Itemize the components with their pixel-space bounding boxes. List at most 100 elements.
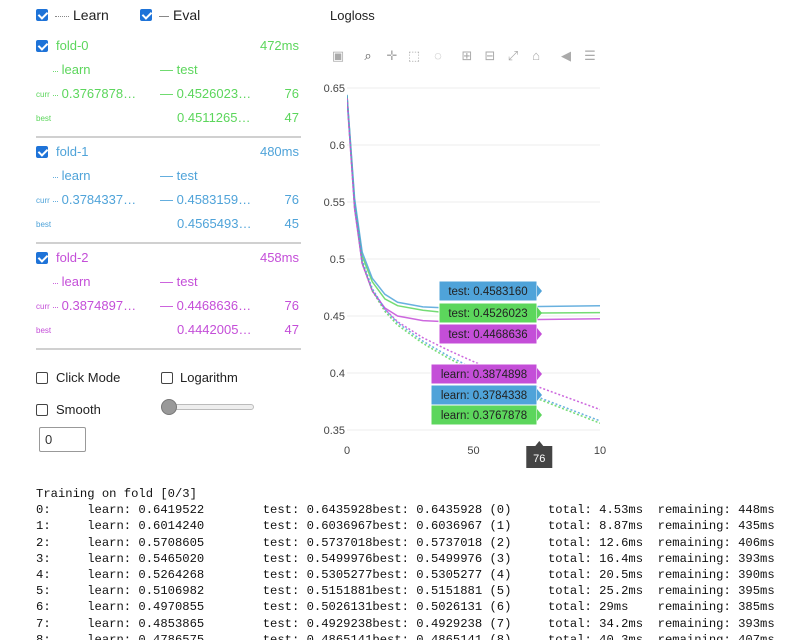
hover-label-pointer xyxy=(537,368,542,380)
home-icon[interactable]: ⌂ xyxy=(532,48,540,63)
fold-2-curr-test: — 0.4468636… xyxy=(160,298,252,313)
autoscale-icon[interactable]: ⤢ xyxy=(507,48,519,63)
fold-2-checkbox[interactable] xyxy=(36,252,48,264)
learn-column-label: learn xyxy=(61,274,91,289)
fold-1-curr-iter: 76 xyxy=(284,192,299,207)
fold-1-best-iter: 45 xyxy=(284,216,299,231)
fold-2-title: fold-2 xyxy=(56,250,89,265)
fold-2-curr-iter: 76 xyxy=(284,298,299,313)
fold-2-best-iter: 47 xyxy=(284,322,299,337)
learn-checkbox[interactable] xyxy=(36,9,48,21)
hover-label-text: test: 0.4468636 xyxy=(448,329,527,341)
fold-0-time: 472ms xyxy=(259,38,299,53)
curr-learn-value: 0.3874897… xyxy=(61,298,137,313)
fold-2-divider xyxy=(36,348,301,350)
fold-2-best-label: best xyxy=(36,326,52,335)
test-column-label: test xyxy=(176,274,198,289)
hover-label-box xyxy=(430,404,538,426)
test-column-label: test xyxy=(176,62,198,77)
fold-1-time: 480ms xyxy=(259,144,299,159)
y-tick-label: 0.5 xyxy=(330,254,345,266)
hover-label-text: learn: 0.3767878 xyxy=(441,410,527,422)
hover-label-box xyxy=(438,323,538,345)
camera-icon[interactable]: ▣ xyxy=(331,48,345,63)
zoom-out-icon[interactable]: ⊟ xyxy=(484,48,496,63)
hover-label-box xyxy=(430,363,538,385)
click-mode-label: Click Mode xyxy=(56,370,121,385)
hover-label-text: learn: 0.3784338 xyxy=(441,390,527,402)
learn-legend: Learn xyxy=(55,7,109,23)
curr-learn-value: 0.3767878… xyxy=(61,86,137,101)
hover-label-pointer xyxy=(537,328,542,340)
series-line-0 xyxy=(347,95,600,316)
fold-0-best-iter: 47 xyxy=(284,110,299,125)
hover-label-text: test: 0.4583160 xyxy=(448,286,527,298)
fold-1-divider xyxy=(36,242,301,244)
curr-test-value: 0.4583159… xyxy=(176,192,252,207)
lasso-icon[interactable]: ◌ xyxy=(434,48,442,63)
fold-0-checkbox[interactable] xyxy=(36,40,48,52)
fold-2-curr-label: curr xyxy=(36,302,50,311)
fold-1-best-label: best xyxy=(36,220,52,229)
eval-legend: Eval xyxy=(159,7,200,23)
fold-1-checkbox[interactable] xyxy=(36,146,48,158)
eval-checkbox[interactable] xyxy=(140,9,152,21)
log-header: Training on fold [0/3] xyxy=(36,487,197,501)
series-line-4 xyxy=(347,95,600,422)
fold-2-test-head: — test xyxy=(160,274,198,289)
smooth-slider-handle[interactable] xyxy=(161,399,177,415)
click-mode-checkbox[interactable] xyxy=(36,372,48,384)
eval-legend-label: Eval xyxy=(173,7,201,23)
log-lines: 0: learn: 0.6419522 test: 0.6435928best:… xyxy=(36,503,775,640)
fold-0-best-test: 0.4511265… xyxy=(177,110,251,125)
fold-0-curr-learn: ··· 0.3767878… xyxy=(52,86,137,101)
hover-label-box xyxy=(438,302,538,324)
spike-lines-icon[interactable]: ◀ xyxy=(561,48,571,63)
fold-0-best-label: best xyxy=(36,114,52,123)
compare-icon[interactable]: ☰ xyxy=(584,48,596,63)
series-line-1 xyxy=(347,94,600,310)
smooth-value-input[interactable]: 0 xyxy=(39,427,86,452)
x-tick-label: 50 xyxy=(467,445,479,457)
dotted-line-icon xyxy=(55,15,69,17)
fold-0-learn-head: ··· learn xyxy=(52,62,91,77)
zoom-icon[interactable]: ⌕ xyxy=(364,48,372,63)
solid-line-icon xyxy=(159,15,169,17)
fold-1-curr-learn: ··· 0.3784337… xyxy=(52,192,137,207)
series-line-3 xyxy=(347,97,600,424)
box-select-icon[interactable]: ⬚ xyxy=(407,48,421,63)
training-log: Training on fold [0/3] 0: learn: 0.64195… xyxy=(36,486,775,640)
fold-2-time: 458ms xyxy=(259,250,299,265)
logarithm-checkbox[interactable] xyxy=(161,372,173,384)
hover-label-pointer xyxy=(537,307,542,319)
fold-2-best-test: 0.4442005… xyxy=(177,322,252,337)
hover-label-text: test: 0.4526023 xyxy=(448,308,527,320)
hover-label-pointer xyxy=(537,409,542,421)
smooth-label: Smooth xyxy=(56,402,101,417)
hover-label-box xyxy=(430,384,538,406)
pan-icon[interactable]: ✛ xyxy=(386,48,398,63)
y-tick-label: 0.55 xyxy=(324,197,345,209)
series-line-2 xyxy=(347,97,600,324)
series-line-5 xyxy=(347,98,600,411)
y-tick-label: 0.6 xyxy=(330,140,345,152)
y-tick-label: 0.35 xyxy=(324,425,345,437)
curr-test-value: 0.4526023… xyxy=(176,86,252,101)
fold-2-curr-learn: ··· 0.3874897… xyxy=(52,298,137,313)
y-tick-label: 0.45 xyxy=(324,311,345,323)
smooth-checkbox[interactable] xyxy=(36,404,48,416)
learn-legend-label: Learn xyxy=(73,7,109,23)
y-tick-label: 0.4 xyxy=(330,368,345,380)
zoom-in-icon[interactable]: ⊞ xyxy=(461,48,473,63)
fold-0-test-head: — test xyxy=(160,62,198,77)
fold-1-curr-label: curr xyxy=(36,196,50,205)
fold-0-divider xyxy=(36,136,301,138)
curr-test-value: 0.4468636… xyxy=(176,298,252,313)
fold-1-learn-head: ··· learn xyxy=(52,168,91,183)
logloss-chart[interactable]: 0.65 0.6 0.55 0.5 0.45 0.4 0.35 0 50 10 test: 0.45… xyxy=(0,0,787,480)
x-hover-label-text: 76 xyxy=(533,453,545,465)
hover-label-pointer xyxy=(537,285,542,297)
x-tick-label: 10 xyxy=(594,445,606,457)
test-column-label: test xyxy=(176,168,198,183)
fold-0-curr-label: curr xyxy=(36,90,50,99)
